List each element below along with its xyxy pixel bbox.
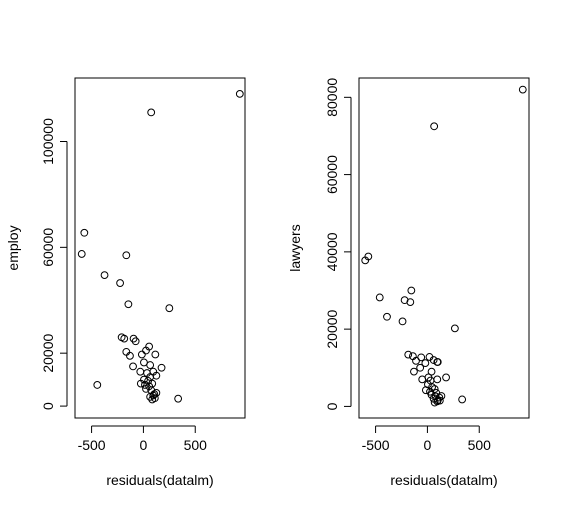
data-point	[129, 334, 138, 343]
x-axis-title: residuals(datalm)	[106, 472, 213, 488]
y-tick-label: 60000	[40, 228, 56, 267]
data-point	[150, 390, 159, 399]
data-point	[136, 379, 145, 388]
x-tick-label: 0	[140, 437, 148, 453]
data-point	[433, 375, 442, 384]
data-point	[126, 351, 134, 360]
data-point	[77, 250, 86, 258]
data-point	[122, 347, 131, 356]
data-point	[122, 251, 131, 260]
data-point	[137, 350, 146, 359]
data-point	[165, 304, 174, 313]
y-tick-label: 100000	[40, 118, 56, 165]
data-point	[450, 324, 459, 333]
data-point	[157, 363, 166, 372]
data-point	[429, 356, 438, 364]
y-tick-label: 40000	[324, 232, 340, 271]
data-point	[430, 385, 439, 393]
x-tick-label: -500	[78, 437, 106, 453]
y-tick-label: 80000	[324, 78, 340, 117]
data-point	[427, 367, 436, 376]
data-point	[404, 350, 413, 359]
x-tick-label: -500	[362, 437, 390, 453]
data-point	[151, 350, 160, 359]
data-point	[235, 89, 244, 98]
scatter-panel-employ: -500 0 500 0 20000 60000 100000 residuals(datal…	[5, 77, 246, 488]
data-point	[406, 298, 415, 306]
data-point	[431, 392, 440, 401]
data-point	[142, 384, 150, 393]
data-point	[427, 390, 436, 399]
y-tick-label: 60000	[324, 155, 340, 194]
data-point	[93, 381, 102, 389]
data-point	[417, 353, 426, 362]
data-point	[148, 395, 157, 404]
data-point	[398, 317, 407, 326]
data-point	[430, 398, 439, 407]
data-point	[400, 296, 409, 305]
data-point	[80, 228, 89, 237]
data-point	[116, 279, 124, 287]
data-point	[364, 252, 373, 261]
data-point	[421, 359, 430, 368]
scatter-panel-lawyers: -500 0 500 0 20000 40000 60000 80000 residuals(d…	[287, 77, 530, 488]
data-point	[407, 286, 416, 295]
data-point	[433, 358, 442, 366]
y-axis-title: employ	[5, 225, 21, 270]
data-point	[458, 395, 467, 404]
data-point	[428, 383, 436, 391]
x-tick-label: 500	[468, 437, 492, 453]
data-point	[120, 334, 129, 343]
data-point	[142, 346, 150, 355]
data-point	[174, 394, 183, 403]
y-tick-label: 0	[40, 402, 56, 410]
data-point	[147, 108, 156, 117]
data-point	[418, 375, 427, 384]
y-tick-label: 0	[324, 402, 340, 410]
x-tick-label: 0	[424, 437, 432, 453]
data-point	[421, 386, 430, 395]
data-point	[383, 312, 391, 321]
data-point	[131, 337, 140, 346]
y-tick-label: 20000	[324, 309, 340, 348]
data-point	[518, 85, 527, 94]
data-point	[136, 367, 145, 376]
plot-frame	[74, 77, 246, 419]
y-tick-label: 20000	[40, 333, 56, 372]
plot-frame	[358, 77, 530, 419]
data-point	[100, 271, 109, 280]
data-point	[375, 293, 384, 302]
data-point	[442, 373, 450, 382]
data-point	[412, 356, 420, 365]
data-point	[129, 362, 137, 371]
x-tick-label: 500	[184, 437, 208, 453]
y-axis-title: lawyers	[287, 224, 303, 271]
data-point	[146, 361, 155, 369]
data-point	[141, 381, 149, 389]
data-point	[435, 396, 444, 405]
data-point	[146, 392, 155, 401]
data-point	[124, 300, 133, 309]
x-axis-title: residuals(datalm)	[390, 472, 497, 488]
data-point	[410, 367, 418, 376]
data-point	[430, 122, 439, 131]
data-point	[416, 363, 425, 372]
